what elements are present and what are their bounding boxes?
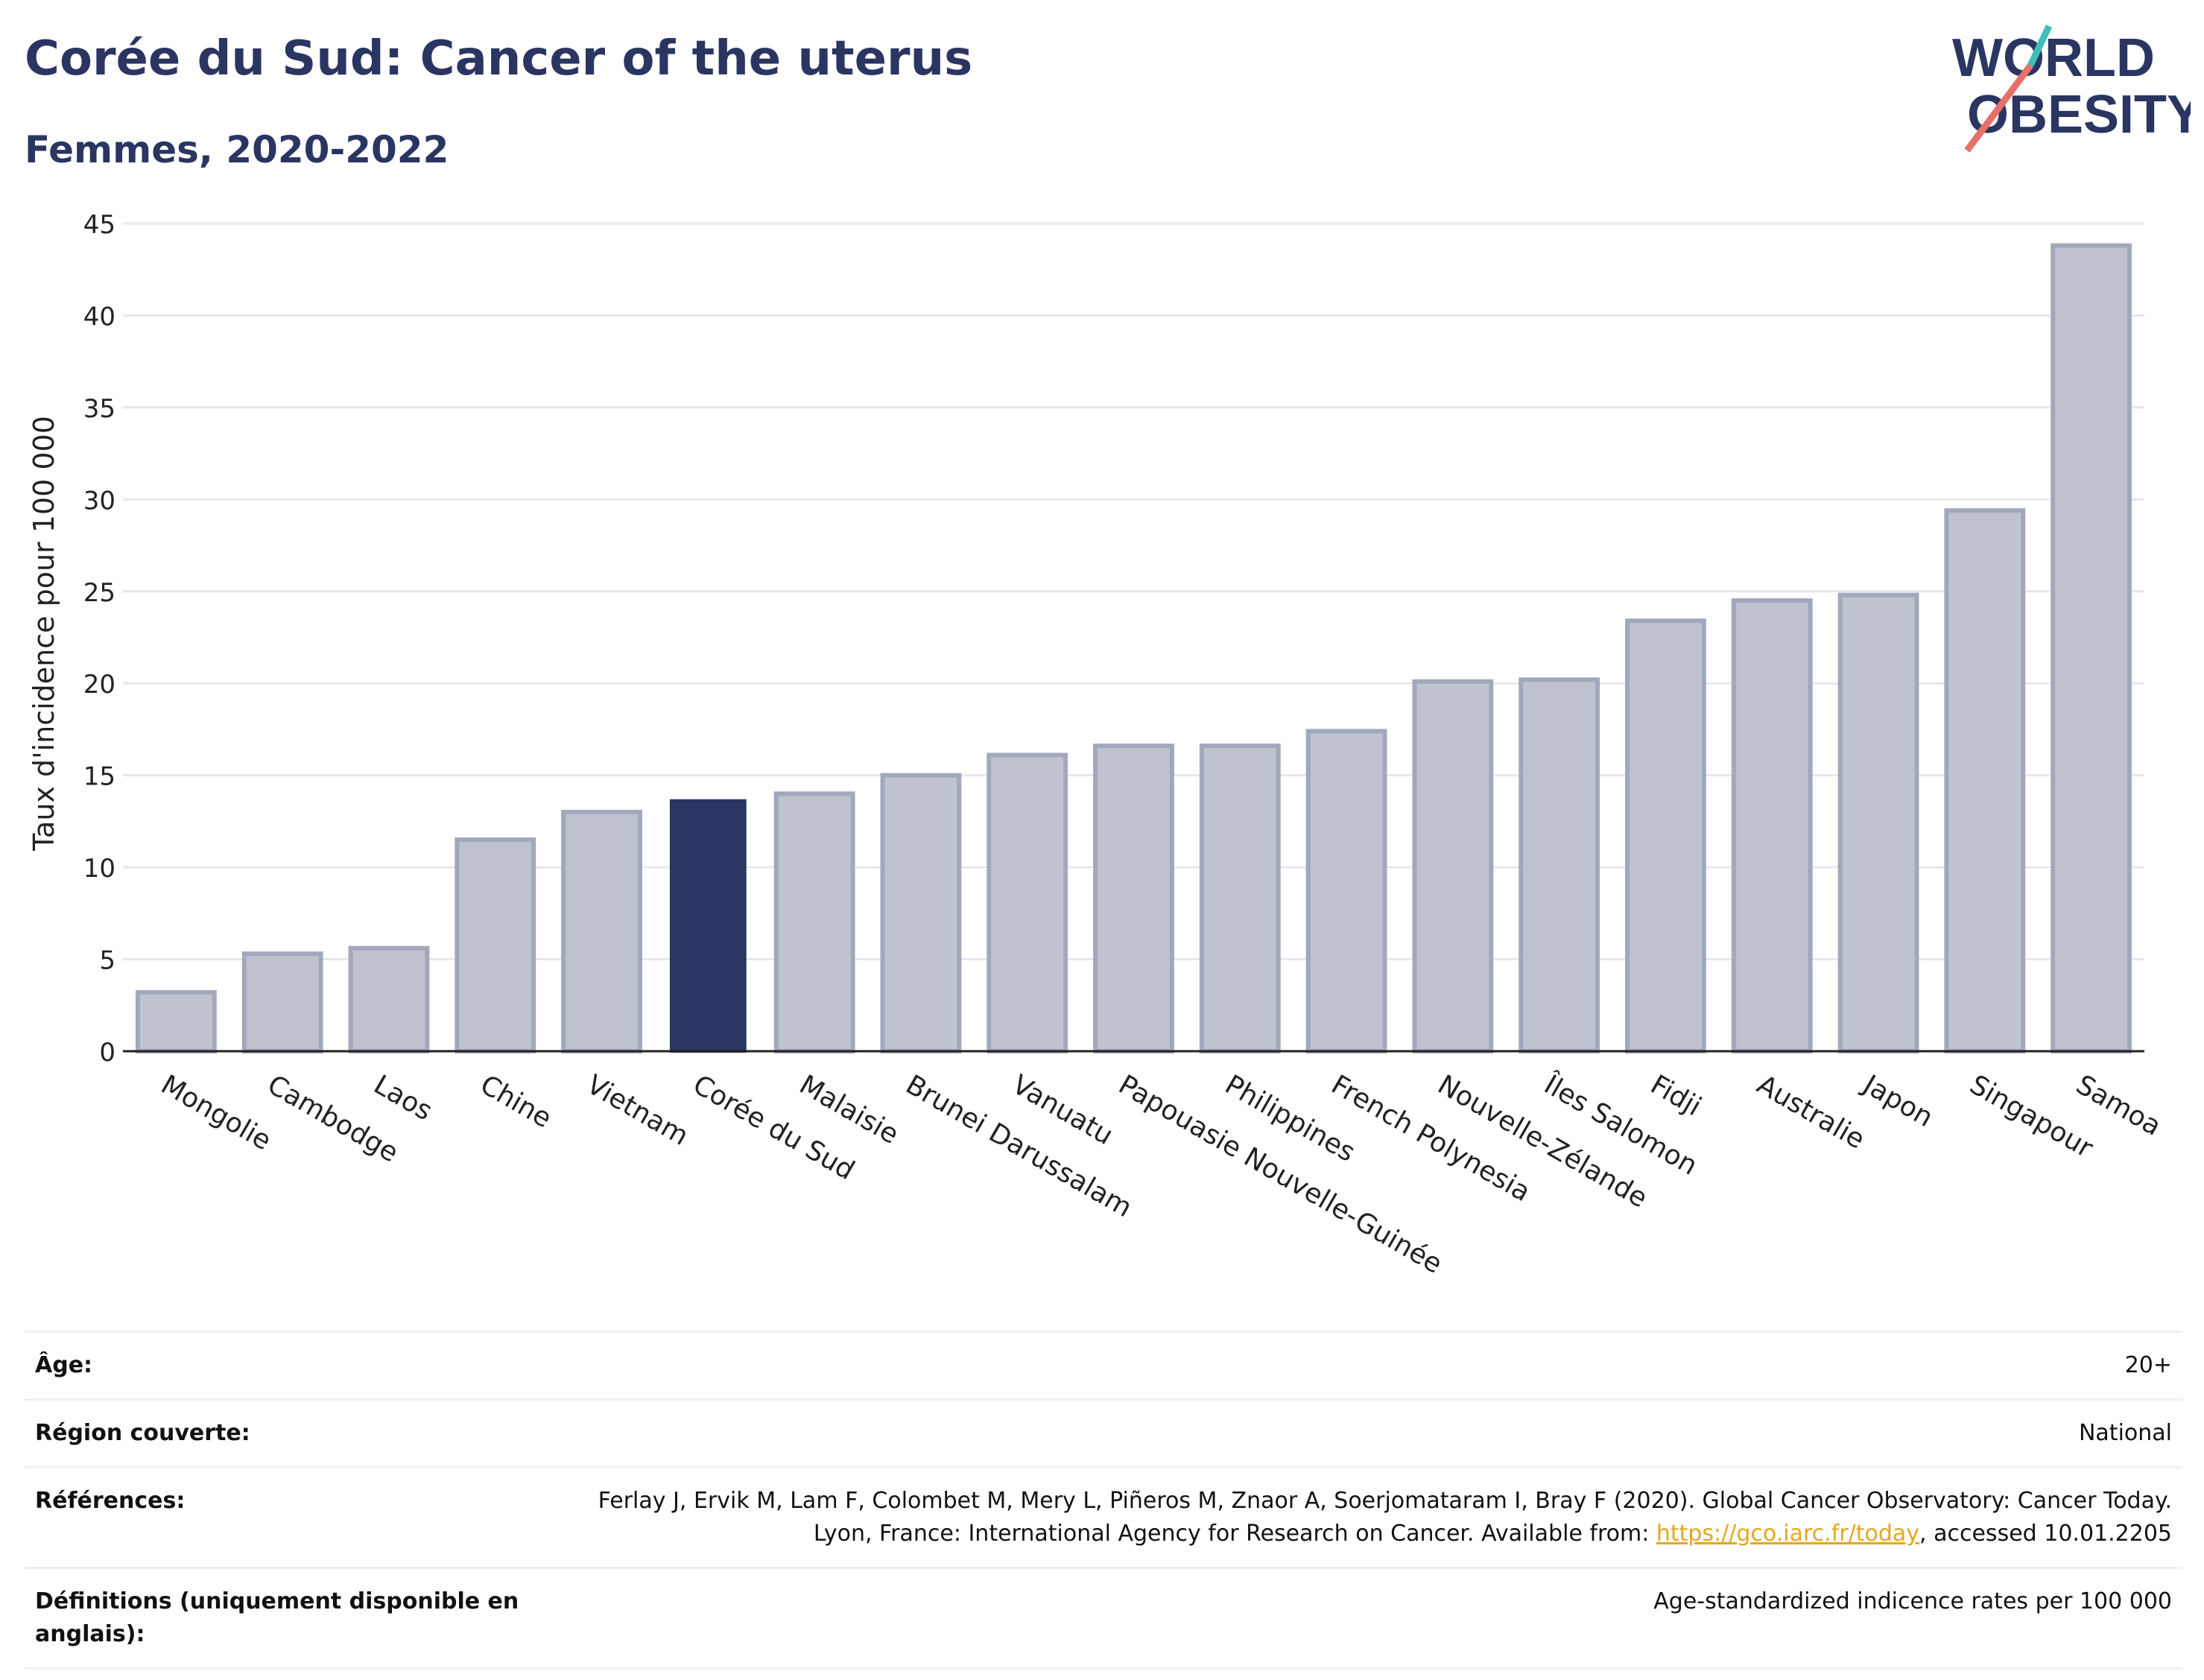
bar	[351, 948, 428, 1051]
y-tick-label: 20	[83, 670, 115, 700]
bar-highlighted	[670, 799, 747, 1053]
meta-value-definitions: Age-standardized indicence rates per 100…	[1653, 1585, 2172, 1651]
meta-label-references: Références:	[35, 1485, 542, 1550]
meta-label-age: Âge:	[35, 1349, 542, 1382]
bar	[1308, 731, 1385, 1051]
y-tick-label: 35	[83, 394, 115, 424]
meta-row-references: Références: Ferlay J, Ervik M, Lam F, Co…	[25, 1466, 2182, 1567]
bar	[776, 793, 853, 1051]
y-axis-label: Taux d'incidence pour 100 000	[28, 416, 60, 852]
y-tick-labels: 0 5 10 15 20 25 30 35 40 45	[83, 210, 115, 1068]
bar	[1521, 679, 1597, 1051]
x-tick-label: Fidji	[1645, 1069, 1706, 1122]
y-tick-label: 5	[99, 946, 115, 976]
bars	[138, 246, 2129, 1053]
bar	[989, 755, 1065, 1051]
bar	[1840, 595, 1917, 1051]
x-tick-label: Chine	[475, 1069, 557, 1134]
meta-row-age: Âge: 20+	[25, 1331, 2182, 1398]
bar	[1734, 600, 1811, 1051]
y-tick-label: 40	[83, 302, 115, 332]
bar	[1095, 746, 1172, 1051]
chart-metadata-table: Âge: 20+ Région couverte: National Référ…	[25, 1331, 2182, 1670]
references-accessed: , accessed 10.01.2205	[1919, 1521, 2172, 1547]
bar	[883, 776, 960, 1051]
bar	[457, 840, 533, 1051]
y-tick-label: 10	[83, 854, 115, 884]
bar	[1414, 682, 1491, 1051]
x-tick-label: Vietnam	[581, 1069, 693, 1152]
bar	[1202, 746, 1279, 1051]
y-tick-label: 0	[99, 1038, 115, 1068]
meta-label-region: Région couverte:	[35, 1417, 542, 1450]
x-tick-label: French Polynesia	[1326, 1069, 1536, 1208]
y-tick-label: 45	[83, 210, 115, 240]
references-link[interactable]: https://gco.iarc.fr/today	[1656, 1521, 1919, 1547]
bar	[563, 812, 640, 1051]
meta-row-definitions: Définitions (uniquement disponible en an…	[25, 1567, 2182, 1670]
y-tick-label: 30	[83, 486, 115, 516]
x-tick-label: Japon	[1857, 1068, 1938, 1133]
meta-value-region: National	[2079, 1417, 2172, 1450]
x-tick-label: Mongolie	[156, 1069, 276, 1156]
bar	[138, 992, 215, 1051]
meta-row-region: Région couverte: National	[25, 1398, 2182, 1466]
meta-value-age: 20+	[2125, 1349, 2172, 1382]
meta-value-references: Ferlay J, Ervik M, Lam F, Colombet M, Me…	[570, 1485, 2172, 1550]
bar	[1627, 621, 1704, 1051]
y-tick-label: 15	[83, 762, 115, 792]
y-tick-label: 25	[83, 578, 115, 608]
meta-label-definitions: Définitions (uniquement disponible en an…	[35, 1585, 542, 1651]
x-tick-label: Laos	[369, 1069, 437, 1126]
bar	[244, 954, 321, 1051]
x-tick-label: Australie	[1752, 1069, 1869, 1155]
bar	[1946, 510, 2023, 1051]
bar	[2053, 246, 2129, 1051]
